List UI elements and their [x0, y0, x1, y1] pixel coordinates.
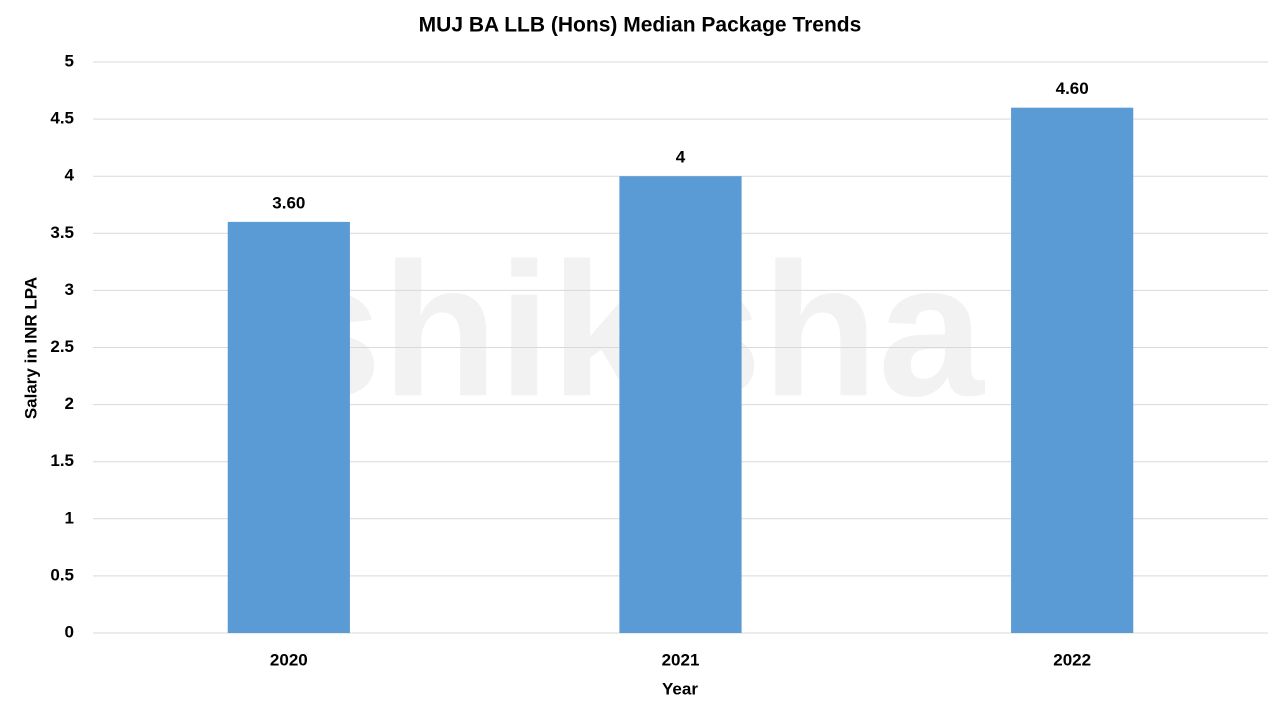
- y-tick-label: 1.5: [50, 451, 74, 470]
- x-axis-title: Year: [662, 679, 698, 698]
- bar: [619, 176, 742, 633]
- data-label: 4: [676, 148, 686, 167]
- x-tick-label: 2020: [270, 650, 308, 669]
- x-tick-label: 2021: [662, 650, 700, 669]
- bar: [227, 221, 350, 633]
- chart-title: MUJ BA LLB (Hons) Median Package Trends: [419, 14, 862, 37]
- y-tick-label: 1: [65, 508, 74, 527]
- x-tick-label: 2022: [1053, 650, 1091, 669]
- y-tick-label: 3.5: [50, 223, 74, 242]
- data-label: 3.60: [272, 193, 305, 212]
- y-tick-label: 0: [65, 622, 74, 641]
- y-tick-label: 3: [65, 280, 74, 299]
- y-tick-label: 0.5: [50, 565, 74, 584]
- y-axis-title: Salary in INR LPA: [21, 277, 40, 419]
- bar: [1011, 107, 1134, 634]
- y-tick-label: 4.5: [50, 109, 74, 128]
- y-tick-label: 2: [65, 394, 74, 413]
- y-tick-label: 2.5: [50, 337, 74, 356]
- y-tick-label: 4: [65, 166, 75, 185]
- y-tick-label: 5: [65, 51, 74, 70]
- data-label: 4.60: [1056, 79, 1089, 98]
